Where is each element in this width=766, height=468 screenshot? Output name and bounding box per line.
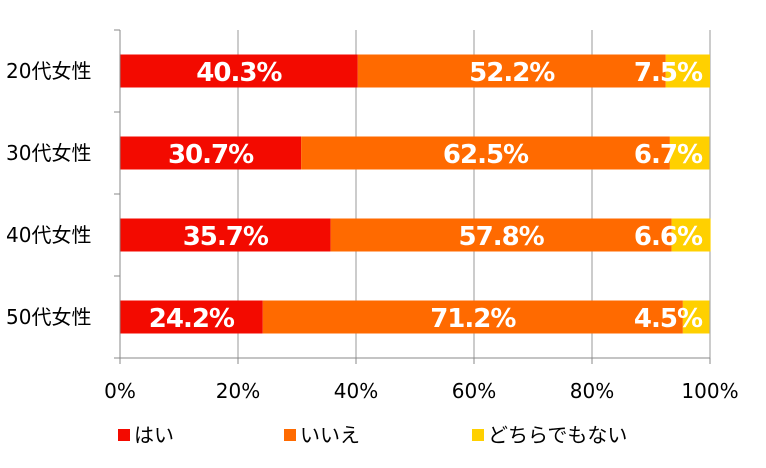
x-tick-label: 80% (570, 379, 614, 403)
bar-segment (671, 218, 711, 252)
category-label: 40代女性 (6, 223, 91, 247)
data-label: 6.6% (634, 222, 703, 252)
data-label: 24.2% (149, 304, 235, 334)
bar-segment (669, 136, 710, 170)
legend-swatch (284, 429, 296, 441)
data-label: 30.7% (168, 140, 254, 170)
category-label: 50代女性 (6, 305, 91, 329)
bar-segment (357, 54, 666, 88)
bar-segment (301, 136, 670, 170)
x-tick-label: 40% (334, 379, 378, 403)
data-label: 7.5% (634, 58, 703, 88)
bar-segment (330, 218, 672, 252)
category-label: 30代女性 (6, 141, 91, 165)
legend: はい いいえ どちらでもない (118, 423, 627, 447)
data-label: 71.2% (430, 304, 516, 334)
legend-swatch (118, 429, 130, 441)
bar-segment (120, 218, 331, 252)
x-tick-label: 20% (216, 379, 260, 403)
data-label: 4.5% (634, 304, 703, 334)
data-label: 52.2% (469, 58, 555, 88)
bar-segment (665, 54, 710, 88)
bar-segment (120, 300, 263, 334)
x-tick-label: 100% (681, 379, 738, 403)
axes: 0% 20% 40% 60% 80% 100% 20代女性 30代女性 40代女性 50代女性 (6, 29, 739, 403)
data-label: 35.7% (183, 222, 269, 252)
legend-swatch (472, 429, 484, 441)
legend-label: いいえ (300, 423, 360, 447)
data-label: 57.8% (459, 222, 545, 252)
x-tick-label: 60% (452, 379, 496, 403)
legend-label: はい (134, 423, 174, 447)
data-label: 62.5% (443, 140, 529, 170)
bar-segment (120, 54, 358, 88)
data-labels: 40.3% 52.2% 7.5% 30.7% 62.5% 6.7% 35.7% 57.8% 6.… (149, 58, 704, 334)
bar-segment (262, 300, 683, 334)
x-tick-label: 0% (104, 379, 136, 403)
data-label: 40.3% (196, 58, 282, 88)
bars (120, 54, 711, 334)
legend-label: どちらでもない (488, 423, 627, 447)
bar-segment (120, 136, 302, 170)
data-label: 6.7% (634, 140, 703, 170)
bar-segment (682, 300, 710, 334)
category-label: 20代女性 (6, 59, 91, 83)
